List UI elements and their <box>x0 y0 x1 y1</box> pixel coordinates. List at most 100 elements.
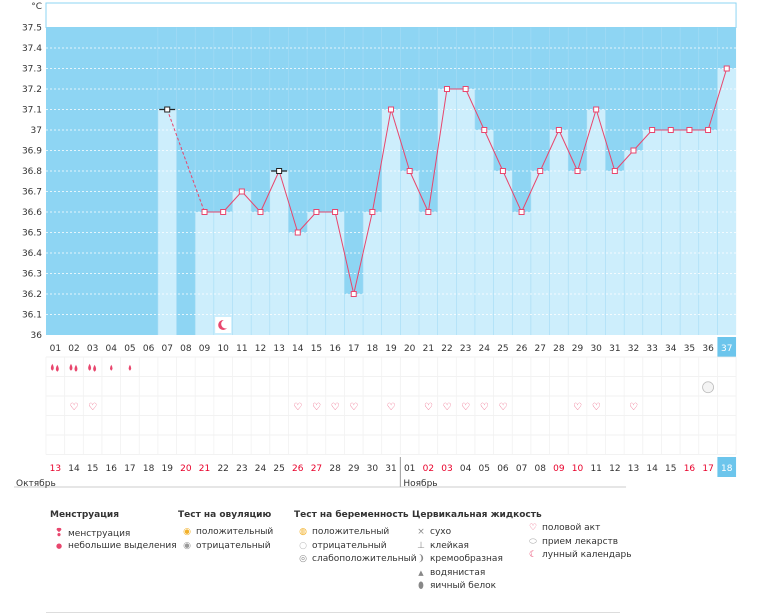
temperature-bar <box>381 109 401 335</box>
sticky-icon: ⊥ <box>417 540 425 551</box>
temperature-point <box>388 106 395 113</box>
cycle-day-label: 30 <box>590 344 602 354</box>
heart-icon: ♡ <box>424 402 433 413</box>
heart-icon: ♡ <box>349 402 358 413</box>
legend-ovulation: Тест на овуляцию ◉ положительный ◉ отрицат… <box>178 510 273 553</box>
temperature-bar <box>586 109 606 335</box>
calendar-date-label: 06 <box>497 464 509 474</box>
legend-pregnancy: Тест на беременность ◍ положительный ○ отр… <box>294 510 417 567</box>
y-tick-label: 37.3 <box>22 65 42 75</box>
cycle-day-label: 05 <box>124 344 135 354</box>
temperature-line-segment <box>297 211 317 233</box>
cycle-day-label: 02 <box>68 344 79 354</box>
legend-item: кремообразная <box>430 554 503 564</box>
cycle-day-label: 21 <box>423 344 434 354</box>
heart-icon: ♡ <box>528 523 538 533</box>
temperature-line-segment <box>241 191 261 213</box>
cycle-day-label: 24 <box>479 344 491 354</box>
cycle-day-label: 11 <box>236 344 247 354</box>
temperature-point <box>164 106 171 113</box>
heart-icon: ♡ <box>331 402 340 413</box>
temperature-point <box>425 209 432 215</box>
temperature-line-segment <box>465 88 485 131</box>
calendar-date-label: 25 <box>273 464 284 474</box>
calendar-date-label: 24 <box>255 464 267 474</box>
temperature-point <box>686 127 693 133</box>
temperature-line-segment <box>278 170 299 233</box>
y-tick-label: 36.6 <box>22 208 42 218</box>
temperature-point <box>611 168 618 174</box>
cycle-day-label: 23 <box>460 344 471 354</box>
temperature-point <box>537 168 544 174</box>
temperature-point <box>481 127 488 133</box>
temperature-bar <box>251 212 270 335</box>
legend-item: небольшие выделения <box>68 540 177 551</box>
ovulation-positive-icon: ◉ <box>183 527 191 537</box>
legend-item: положительный <box>196 527 274 537</box>
temperature-point <box>276 168 283 174</box>
cycle-day-label: 36 <box>702 344 714 354</box>
temperature-line-segment <box>577 109 597 172</box>
menstruation-drop-icon <box>88 363 92 371</box>
calendar-date-label: 11 <box>590 464 601 474</box>
calendar-date-label: 18 <box>721 464 733 474</box>
temperature-bar <box>698 130 718 335</box>
legend-title: Менструация <box>50 510 119 520</box>
cycle-day-label: 37 <box>721 344 732 354</box>
calendar-date-label: 23 <box>236 464 247 474</box>
temperature-line-segment <box>222 191 243 213</box>
temperature-point <box>294 229 301 236</box>
current-date-highlight <box>717 457 737 477</box>
calendar-date-label: 16 <box>684 464 696 474</box>
temperature-point <box>649 127 656 133</box>
temperature-bar <box>717 68 737 335</box>
cycle-day-label: 14 <box>292 344 304 354</box>
heart-icon: ♡ <box>312 402 321 413</box>
calendar-date-label: 13 <box>50 464 61 474</box>
temperature-bar <box>680 130 699 335</box>
cycle-day-label: 28 <box>553 344 565 354</box>
legend-item: сухо <box>430 527 452 537</box>
temperature-bar <box>363 212 382 335</box>
y-tick-label: 36.1 <box>22 311 42 321</box>
temperature-point <box>518 209 525 215</box>
legend-cervical-fluid: Цервикальная жидкость × сухо ⊥ клейкая ❩ кр… <box>412 510 542 594</box>
calendar-date-label: 10 <box>572 464 584 474</box>
y-tick-label: 36.9 <box>22 147 42 157</box>
temperature-line-segment <box>371 109 392 213</box>
temperature-line-segment <box>707 68 728 131</box>
calendar-date-label: 13 <box>628 464 639 474</box>
heart-icon: ♡ <box>498 402 507 413</box>
calendar-date-label: 12 <box>609 464 620 474</box>
y-tick-label: 37.2 <box>22 85 42 95</box>
cycle-day-label: 33 <box>646 344 657 354</box>
chart-header-area <box>45 2 737 28</box>
temperature-point <box>369 209 376 215</box>
egg-white-icon: ⬮ <box>418 581 424 591</box>
small-drop-icon <box>110 364 113 371</box>
temperature-line-segment <box>558 129 578 172</box>
pill-icon <box>702 381 714 394</box>
y-tick-label: 37.1 <box>22 106 42 116</box>
cycle-day-label: 27 <box>534 344 545 354</box>
y-tick-label: 37.5 <box>22 24 42 34</box>
calendar-date-label: 30 <box>367 464 379 474</box>
temperature-line-segment <box>539 129 560 172</box>
temperature-line-segment <box>595 109 616 172</box>
calendar-date-label: 18 <box>143 464 155 474</box>
calendar-date-label: 17 <box>124 464 135 474</box>
cycle-day-label: 17 <box>348 344 359 354</box>
pregnancy-negative-icon: ○ <box>299 540 307 551</box>
small-drop-icon <box>128 364 132 371</box>
cycle-day-label: 29 <box>572 344 584 354</box>
y-tick-label: 36 <box>31 331 43 341</box>
legend-item: отрицательный <box>312 540 387 551</box>
calendar-date-label: 09 <box>553 464 565 474</box>
day-row-bg <box>46 337 737 357</box>
cycle-day-label: 13 <box>273 344 284 354</box>
calendar-date-label: 19 <box>161 464 173 474</box>
y-tick-label: 36.4 <box>22 249 42 259</box>
calendar-date-label: 14 <box>646 464 658 474</box>
heart-icon: ♡ <box>293 402 302 413</box>
temperature-point <box>238 188 245 195</box>
